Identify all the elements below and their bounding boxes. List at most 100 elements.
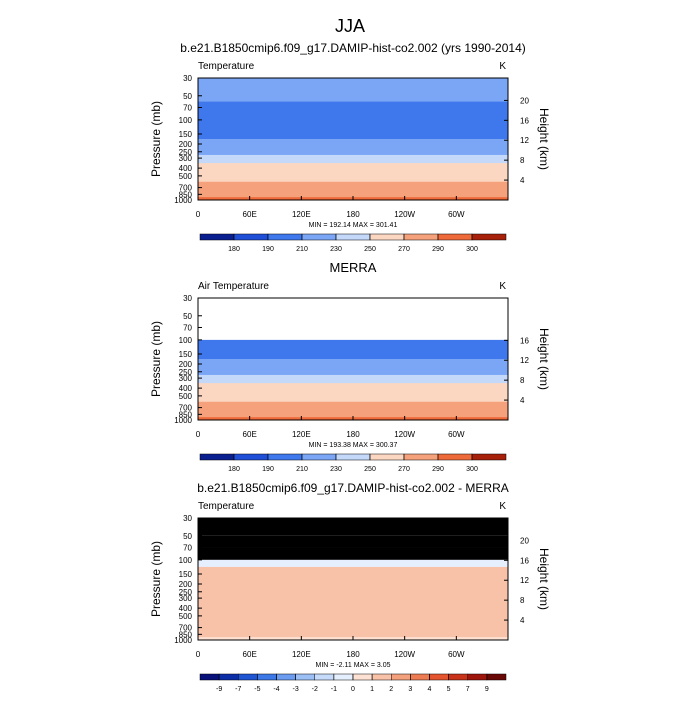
contour-band <box>198 339 508 348</box>
colorbar-label: 270 <box>398 246 410 253</box>
colorbar-box <box>267 233 303 241</box>
contour-band <box>198 594 508 599</box>
contour-band <box>198 410 508 415</box>
y-tick-label: 700 <box>179 184 193 193</box>
x-tick-label: 120E <box>292 210 311 219</box>
y-tick-label: 100 <box>179 116 193 125</box>
min-max: MIN = -2.11 MAX = 3.05 <box>316 662 391 669</box>
colorbar-label: 290 <box>432 466 444 473</box>
contour-band <box>198 353 508 360</box>
contour-band <box>198 172 508 177</box>
colorbar-label: 250 <box>364 466 376 473</box>
right-label: K <box>499 501 506 512</box>
y-tick-label: 30 <box>183 514 192 523</box>
y-tick-label: 150 <box>179 350 193 359</box>
contour-band <box>198 175 508 183</box>
missing-region <box>198 547 508 560</box>
colorbar-box <box>301 233 337 241</box>
y-tick-label: 70 <box>183 323 192 332</box>
colorbar-label: -2 <box>312 686 318 693</box>
right-label: K <box>499 61 506 72</box>
contour-band <box>198 388 508 393</box>
y-tick-label: 700 <box>179 404 193 413</box>
y-axis-label: Pressure (mb) <box>149 541 163 617</box>
colorbar-box <box>233 453 269 461</box>
y-tick-label: 1000 <box>174 416 192 425</box>
contour-band <box>198 627 508 632</box>
colorbar-box <box>257 673 277 681</box>
colorbar-label: 230 <box>330 246 342 253</box>
colorbar-box <box>352 673 373 681</box>
y2-tick-label: 4 <box>520 396 525 405</box>
colorbar-label: 1 <box>370 686 374 693</box>
contour-band <box>198 119 508 128</box>
colorbar-box <box>471 453 507 461</box>
y-tick-label: 100 <box>179 336 193 345</box>
missing-region <box>198 327 508 340</box>
x-tick-label: 60W <box>448 430 465 439</box>
x-tick-label: 60W <box>448 210 465 219</box>
colorbar-box <box>486 673 507 681</box>
y-tick-label: 500 <box>179 172 193 181</box>
x-tick-label: 120W <box>394 430 415 439</box>
y-tick-label: 850 <box>179 630 193 639</box>
contour-band <box>198 107 508 115</box>
colorbar-label: 0 <box>351 686 355 693</box>
y-tick-label: 500 <box>179 612 193 621</box>
y-tick-label: 300 <box>179 374 193 383</box>
colorbar-label: -4 <box>273 686 279 693</box>
min-max: MIN = 193.38 MAX = 300.37 <box>309 442 398 449</box>
x-tick-label: 0 <box>196 430 201 439</box>
figure-title: JJA <box>335 16 365 36</box>
colorbar-box <box>333 673 354 681</box>
y-tick-label: 30 <box>183 294 192 303</box>
y-tick-label: 700 <box>179 624 193 633</box>
y-axis-label: Pressure (mb) <box>149 321 163 397</box>
x-tick-label: 60E <box>243 210 257 219</box>
y2-axis-label: Height (km) <box>537 108 551 170</box>
colorbar-box <box>437 453 473 461</box>
y2-tick-label: 12 <box>520 136 529 145</box>
colorbar-box <box>391 673 411 681</box>
colorbar-box <box>233 233 269 241</box>
y-tick-label: 30 <box>183 74 192 83</box>
y-tick-label: 150 <box>179 570 193 579</box>
colorbar-box <box>429 673 449 681</box>
contour-band <box>198 133 508 140</box>
x-tick-label: 180 <box>346 210 360 219</box>
colorbar-label: -9 <box>216 686 222 693</box>
y-tick-label: 100 <box>179 556 193 565</box>
contour-band <box>198 374 508 379</box>
colorbar-box <box>410 673 430 681</box>
colorbar-label: 230 <box>330 466 342 473</box>
colorbar-box <box>295 673 315 681</box>
colorbar-label: 3 <box>408 686 412 693</box>
colorbar-box <box>471 233 507 241</box>
colorbar-label: 250 <box>364 246 376 253</box>
contour-band <box>198 78 508 88</box>
contour-band <box>198 407 508 412</box>
contour-band <box>198 158 508 164</box>
y-tick-label: 300 <box>179 594 193 603</box>
y2-tick-label: 12 <box>520 356 529 365</box>
contour-band <box>198 359 508 365</box>
contour-band <box>198 151 508 156</box>
contour-band <box>198 573 508 580</box>
y2-tick-label: 16 <box>520 116 529 125</box>
contour-band <box>198 163 508 169</box>
contour-band <box>198 587 508 593</box>
y-tick-label: 200 <box>179 140 193 149</box>
y-tick-label: 400 <box>179 384 193 393</box>
contour-band <box>198 395 508 403</box>
contour-band <box>198 364 508 369</box>
right-label: K <box>499 281 506 292</box>
x-tick-label: 120E <box>292 650 311 659</box>
colorbar-label: 5 <box>447 686 451 693</box>
y-tick-label: 400 <box>179 604 193 613</box>
x-tick-label: 60E <box>243 650 257 659</box>
colorbar-box <box>403 453 439 461</box>
min-max: MIN = 192.14 MAX = 301.41 <box>309 222 398 229</box>
colorbar-box <box>199 453 235 461</box>
colorbar-label: 9 <box>485 686 489 693</box>
